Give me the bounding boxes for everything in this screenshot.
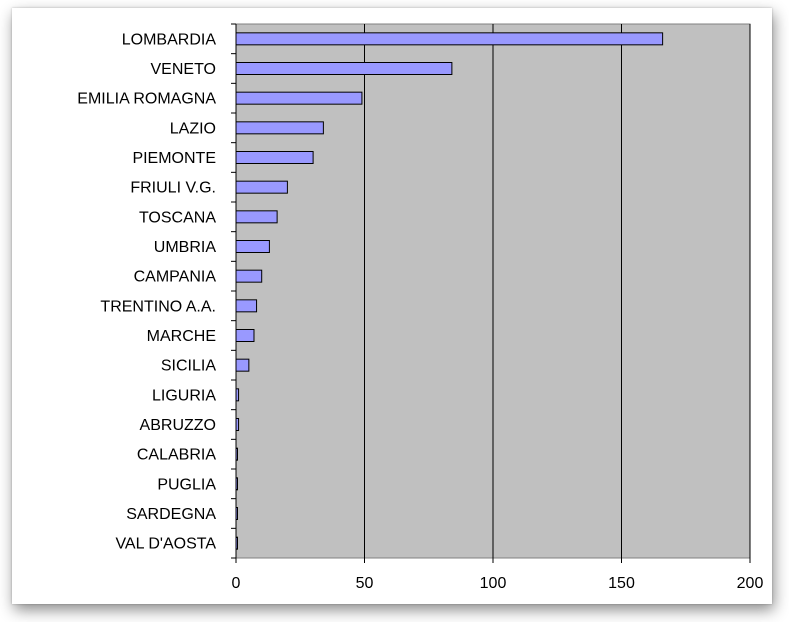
- category-label: ABRUZZO: [140, 417, 216, 434]
- bar-chart: LOMBARDIA VENETO EMILIA ROMAGNA LAZIO PIEMON…: [77, 23, 764, 592]
- bar-campania: [235, 269, 263, 283]
- category-label: VENETO: [151, 61, 217, 78]
- bar-lombardia: [235, 32, 664, 46]
- x-tick-label: 150: [608, 575, 635, 592]
- category-label: EMILIA ROMAGNA: [77, 91, 216, 108]
- category-labels: LOMBARDIA VENETO EMILIA ROMAGNA LAZIO PIEMON…: [77, 31, 216, 552]
- bar-sardegna: [235, 507, 238, 520]
- category-label: SICILIA: [161, 358, 216, 375]
- bar-veneto: [235, 62, 453, 75]
- bar-lazio: [235, 121, 324, 135]
- category-label: SARDEGNA: [126, 506, 216, 523]
- category-label: LIGURIA: [152, 387, 216, 404]
- bar-abruzzo: [235, 418, 240, 431]
- x-tick-label: 200: [737, 575, 764, 592]
- category-label: CAMPANIA: [134, 269, 217, 286]
- category-label: PIEMONTE: [132, 150, 216, 167]
- category-label: MARCHE: [147, 328, 216, 345]
- category-label: TRENTINO A.A.: [100, 298, 216, 315]
- category-label: CALABRIA: [137, 447, 216, 464]
- bar-toscana: [235, 210, 278, 224]
- bar-calabria: [235, 447, 238, 461]
- category-label: PUGLIA: [157, 476, 216, 493]
- bar-piemonte: [235, 151, 314, 164]
- category-label: TOSCANA: [139, 209, 216, 226]
- category-label: UMBRIA: [154, 239, 217, 256]
- bar-sicilia: [235, 358, 250, 372]
- plot-area: [231, 23, 751, 559]
- x-axis: 0 50 100 150 200: [232, 558, 764, 592]
- bar-liguria: [235, 388, 240, 402]
- bar-marche: [235, 329, 255, 342]
- category-label: FRIULI V.G.: [130, 180, 216, 197]
- category-label: VAL D'AOSTA: [115, 536, 216, 553]
- bar-trentino-a-a: [235, 299, 258, 313]
- bar-friuli-v-g: [235, 180, 288, 194]
- bar-emilia-romagna: [235, 91, 363, 105]
- bar-umbria: [235, 240, 270, 253]
- bar-puglia: [235, 477, 238, 491]
- category-label: LAZIO: [170, 120, 216, 137]
- x-tick-label: 100: [480, 575, 507, 592]
- x-tick-label: 50: [356, 575, 374, 592]
- bars: [235, 32, 664, 550]
- bar-val-d-aosta: [235, 536, 238, 550]
- x-tick-label: 0: [232, 575, 241, 592]
- chart-frame: LOMBARDIA VENETO EMILIA ROMAGNA LAZIO PIEMON…: [12, 8, 772, 604]
- category-label: LOMBARDIA: [122, 31, 217, 48]
